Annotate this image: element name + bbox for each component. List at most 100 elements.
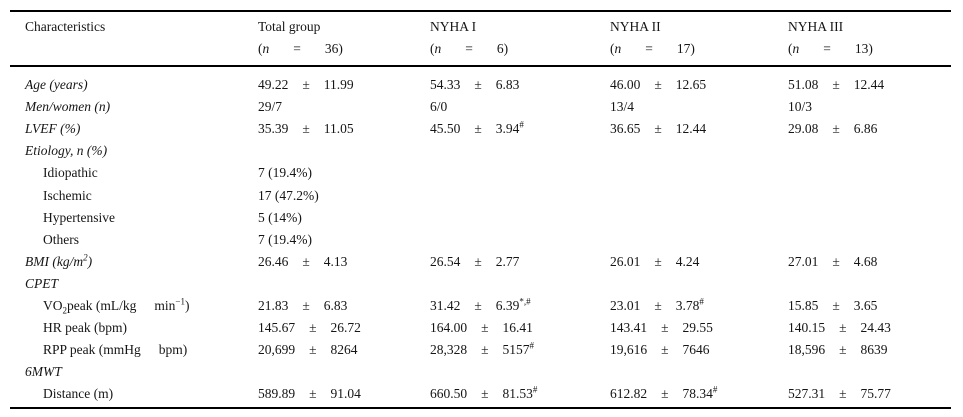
table-body: Age (years) 49.22 ±11.99 54.33 ±6.83 46.00 ±12… xyxy=(10,67,951,410)
data-cell: 10/3 xyxy=(788,99,951,115)
data-cell: 31.42 ±6.39*,# xyxy=(430,296,610,314)
sd-value: 75.77 xyxy=(860,386,891,402)
plus-minus-sign: ± xyxy=(309,386,317,402)
sd-value: 7646 xyxy=(682,342,710,358)
plus-minus-sign: ± xyxy=(654,77,662,93)
mean-value: 26.54 xyxy=(430,253,461,269)
sd-value: 91.04 xyxy=(330,386,361,402)
table-row: RPP peak (mmHg bpm) 20,699 ±8264 28,328 ±5157… xyxy=(10,339,951,361)
table-row: Ischemic 17 (47.2%) xyxy=(10,184,951,206)
mean-value: 6/0 xyxy=(430,99,448,115)
n-open: (n xyxy=(610,41,622,56)
mean-value: 54.33 xyxy=(430,77,461,93)
mean-value: 15.85 xyxy=(788,297,819,313)
mean-value: 18,596 xyxy=(788,342,826,358)
header-col-title: NYHA III xyxy=(788,19,844,34)
plus-minus-sign: ± xyxy=(654,297,662,313)
mean-value: 7 (19.4%) xyxy=(258,165,312,181)
data-cell: 140.15 ±24.43 xyxy=(788,320,951,336)
significance-marker: # xyxy=(519,119,524,130)
data-cell: 45.50 ±3.94# xyxy=(430,119,610,137)
mean-value: 29/7 xyxy=(258,99,283,115)
n-equals: = xyxy=(645,41,653,56)
table-row: HR peak (bpm) 145.67 ±26.72 164.00 ±16.41 143… xyxy=(10,317,951,339)
characteristics-table: Characteristics Total group (n = 36) NYHA I(… xyxy=(10,10,951,410)
plus-minus-sign: ± xyxy=(832,121,840,137)
sd-value: 8639 xyxy=(860,342,888,358)
plus-minus-sign: ± xyxy=(839,320,847,336)
sd-value: 4.68 xyxy=(853,253,878,269)
sd-value: 4.13 xyxy=(323,253,348,269)
header-col-title: NYHA I xyxy=(430,19,477,34)
data-cell: 7 (19.4%) xyxy=(258,165,430,181)
plus-minus-sign: ± xyxy=(839,386,847,402)
n-value: 36) xyxy=(324,41,343,56)
row-label: 6MWT xyxy=(25,364,62,380)
mean-value: 145.67 xyxy=(258,320,296,336)
sd-value: 12.44 xyxy=(675,121,707,137)
plus-minus-sign: ± xyxy=(474,253,482,269)
n-equals: = xyxy=(465,41,473,56)
mean-value: 31.42 xyxy=(430,297,461,313)
plus-minus-sign: ± xyxy=(474,121,482,137)
n-value: 13) xyxy=(854,41,873,56)
row-label: Distance (m) xyxy=(43,386,114,402)
mean-value: 20,699 xyxy=(258,342,296,358)
sd-value: 29.55 xyxy=(682,320,713,336)
data-cell: 7 (19.4%) xyxy=(258,232,430,248)
sd-value: 5157# xyxy=(502,340,535,358)
header-col-n: (n = 6) xyxy=(430,38,610,60)
header-col-n: (n = 36) xyxy=(258,38,430,60)
mean-value: 46.00 xyxy=(610,77,641,93)
sd-value: 16.41 xyxy=(502,320,533,336)
mean-value: 21.83 xyxy=(258,297,289,313)
mean-value: 49.22 xyxy=(258,77,289,93)
row-label: Etiology, n (%) xyxy=(25,143,108,159)
mean-value: 17 (47.2%) xyxy=(258,187,319,203)
row-label: Hypertensive xyxy=(43,209,115,225)
significance-marker: *,# xyxy=(519,296,531,307)
sd-value: 78.34# xyxy=(682,384,718,402)
n-value: 6) xyxy=(496,41,509,56)
header-col-nyha-iii: NYHA III (n = 13) xyxy=(788,16,951,60)
table-row: Etiology, n (%) xyxy=(10,140,951,162)
sd-value: 3.78# xyxy=(675,296,704,313)
header-col-total-group: Total group (n = 36) xyxy=(258,16,430,60)
data-cell: 46.00 ±12.65 xyxy=(610,77,788,93)
mean-value: 660.50 xyxy=(430,386,468,402)
data-cell: 5 (14%) xyxy=(258,210,430,226)
n-equals: = xyxy=(823,41,831,56)
plus-minus-sign: ± xyxy=(302,297,310,313)
data-cell: 51.08 ±12.44 xyxy=(788,77,951,93)
mean-value: 7 (19.4%) xyxy=(258,231,312,247)
sd-value: 24.43 xyxy=(860,320,891,336)
plus-minus-sign: ± xyxy=(309,342,317,358)
row-label: CPET xyxy=(25,275,59,291)
data-cell: 36.65 ±12.44 xyxy=(610,121,788,137)
data-cell: 29/7 xyxy=(258,99,430,115)
plus-minus-sign: ± xyxy=(832,297,840,313)
data-cell: 18,596 ±8639 xyxy=(788,342,951,358)
mean-value: 527.31 xyxy=(788,386,826,402)
data-cell: 26.54 ±2.77 xyxy=(430,254,610,270)
data-cell: 29.08 ±6.86 xyxy=(788,121,951,137)
sd-value: 11.05 xyxy=(323,121,354,137)
mean-value: 26.01 xyxy=(610,253,641,269)
row-label: BMI (kg/m2) xyxy=(25,252,93,269)
mean-value: 23.01 xyxy=(610,297,641,313)
plus-minus-sign: ± xyxy=(832,253,840,269)
header-col-n: (n = 17) xyxy=(610,38,788,60)
plus-minus-sign: ± xyxy=(302,77,310,93)
table-row: CPET xyxy=(10,273,951,295)
plus-minus-sign: ± xyxy=(832,77,840,93)
sd-value: 6.83 xyxy=(323,297,348,313)
data-cell: 6/0 xyxy=(430,99,610,115)
plus-minus-sign: ± xyxy=(474,297,482,313)
data-cell: 28,328 ±5157# xyxy=(430,340,610,358)
table-row: BMI (kg/m2) 26.46 ±4.13 26.54 ±2.77 26.01 ±4.2… xyxy=(10,251,951,273)
header-col-nyha-ii: NYHA II (n = 17) xyxy=(610,16,788,60)
mean-value: 36.65 xyxy=(610,121,641,137)
significance-marker: # xyxy=(529,340,535,351)
header-characteristics: Characteristics xyxy=(25,19,106,34)
